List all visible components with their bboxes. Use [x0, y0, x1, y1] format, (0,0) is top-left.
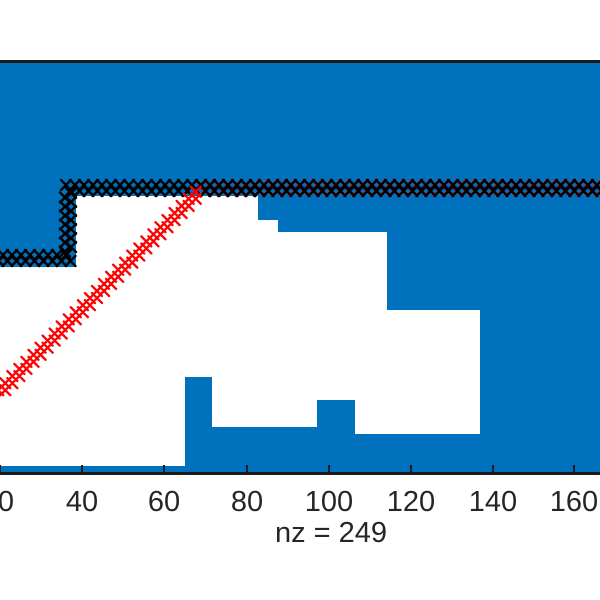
x-tick-label: 140 — [468, 486, 518, 518]
x-tick-label: 80 — [230, 486, 264, 518]
x-tick-mark — [246, 465, 248, 472]
x-tick-label: 160 — [549, 486, 599, 518]
x-tick-mark — [410, 465, 412, 472]
x-tick-label: 60 — [147, 486, 181, 518]
x-tick-label: 40 — [65, 486, 99, 518]
axes-top-border — [0, 60, 600, 63]
x-tick-label: 100 — [304, 486, 354, 518]
x-tick-mark — [0, 465, 1, 472]
x-tick-mark — [492, 465, 494, 472]
x-tick-mark — [573, 465, 575, 472]
x-tick-mark — [81, 465, 83, 472]
x-axis-label: nz = 249 — [274, 517, 388, 549]
marker-run-black-lower-horizontal — [0, 248, 77, 268]
marker-run-black-vertical — [58, 186, 78, 258]
marker-run-red-diagonal — [0, 185, 202, 397]
x-tick-mark — [163, 465, 165, 472]
x-tick-label: 0 — [0, 486, 15, 518]
marker-run-black-horizontal — [59, 178, 600, 198]
x-tick-label: 120 — [386, 486, 436, 518]
x-axis-line — [0, 472, 600, 475]
zero-region — [0, 196, 480, 466]
x-tick-mark — [328, 465, 330, 472]
